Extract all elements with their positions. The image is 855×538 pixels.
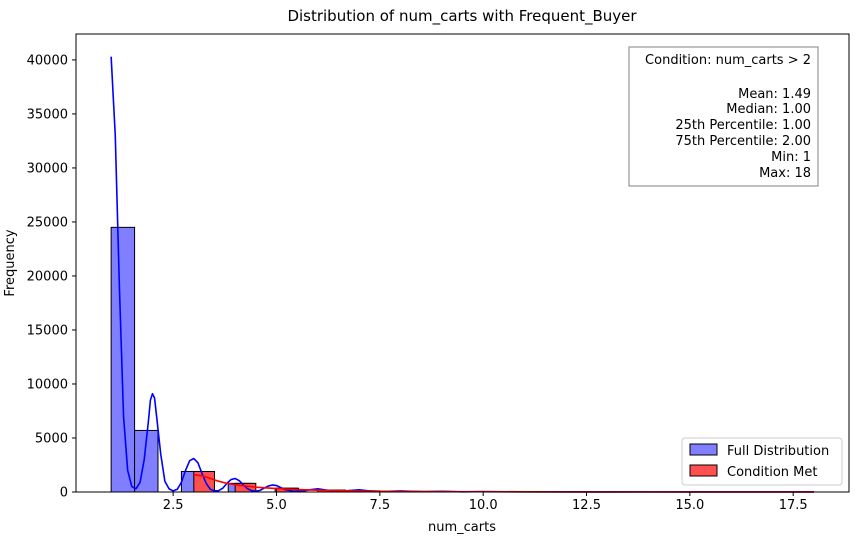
y-tick-label-7: 35000 <box>27 107 68 122</box>
legend-swatch-full <box>689 443 718 456</box>
y-tick-label-3: 15000 <box>27 323 68 338</box>
stats-p75: 75th Percentile: 2.00 <box>675 134 811 149</box>
x-axis-label: num_carts <box>428 520 496 535</box>
x-tick-label-4: 12.5 <box>572 498 601 513</box>
stats-max: Max: 18 <box>759 166 811 181</box>
x-tick-label-6: 17.5 <box>779 498 808 513</box>
stats-mean: Mean: 1.49 <box>738 87 811 102</box>
x-tick-label-5: 15.0 <box>675 498 704 513</box>
legend-frame <box>681 437 843 486</box>
y-tick-label-4: 20000 <box>27 269 68 284</box>
y-tick-label-1: 5000 <box>35 431 68 446</box>
x-tick-label-1: 5.0 <box>266 498 287 513</box>
chart-title: Distribution of num_carts with Frequent_… <box>287 7 637 26</box>
x-tick-label-3: 10.0 <box>469 498 498 513</box>
legend-label-full: Full Distribution <box>727 444 829 459</box>
stats-min: Min: 1 <box>771 150 811 165</box>
y-axis-label: Frequency <box>3 229 18 296</box>
stats-box-frame <box>628 46 819 187</box>
stats-box: Condition: num_carts > 2 Mean: 1.49 Medi… <box>628 46 819 187</box>
legend-swatch-condition <box>689 464 718 477</box>
bar-0-0 <box>110 226 136 493</box>
plot-frame <box>75 33 850 493</box>
y-tick-label-2: 10000 <box>27 377 68 392</box>
stats-condition: Condition: num_carts > 2 <box>645 53 811 68</box>
x-tick-label-2: 7.5 <box>369 498 390 513</box>
y-tick-label-0: 0 <box>60 486 68 501</box>
y-tick-label-5: 25000 <box>27 215 68 230</box>
y-axis: 0 5000 10000 15000 20000 25000 30000 35000 40000 <box>27 53 76 501</box>
legend: Full Distribution Condition Met <box>681 437 843 486</box>
y-tick-label-6: 30000 <box>27 161 68 176</box>
stats-median: Median: 1.00 <box>726 102 811 117</box>
x-tick-label-0: 2.5 <box>163 498 184 513</box>
x-axis: 2.5 5.0 7.5 10.0 12.5 15.0 17.5 <box>163 492 808 513</box>
stats-p25: 25th Percentile: 1.00 <box>675 118 811 133</box>
legend-label-condition: Condition Met <box>727 465 817 480</box>
y-tick-label-8: 40000 <box>27 53 68 68</box>
